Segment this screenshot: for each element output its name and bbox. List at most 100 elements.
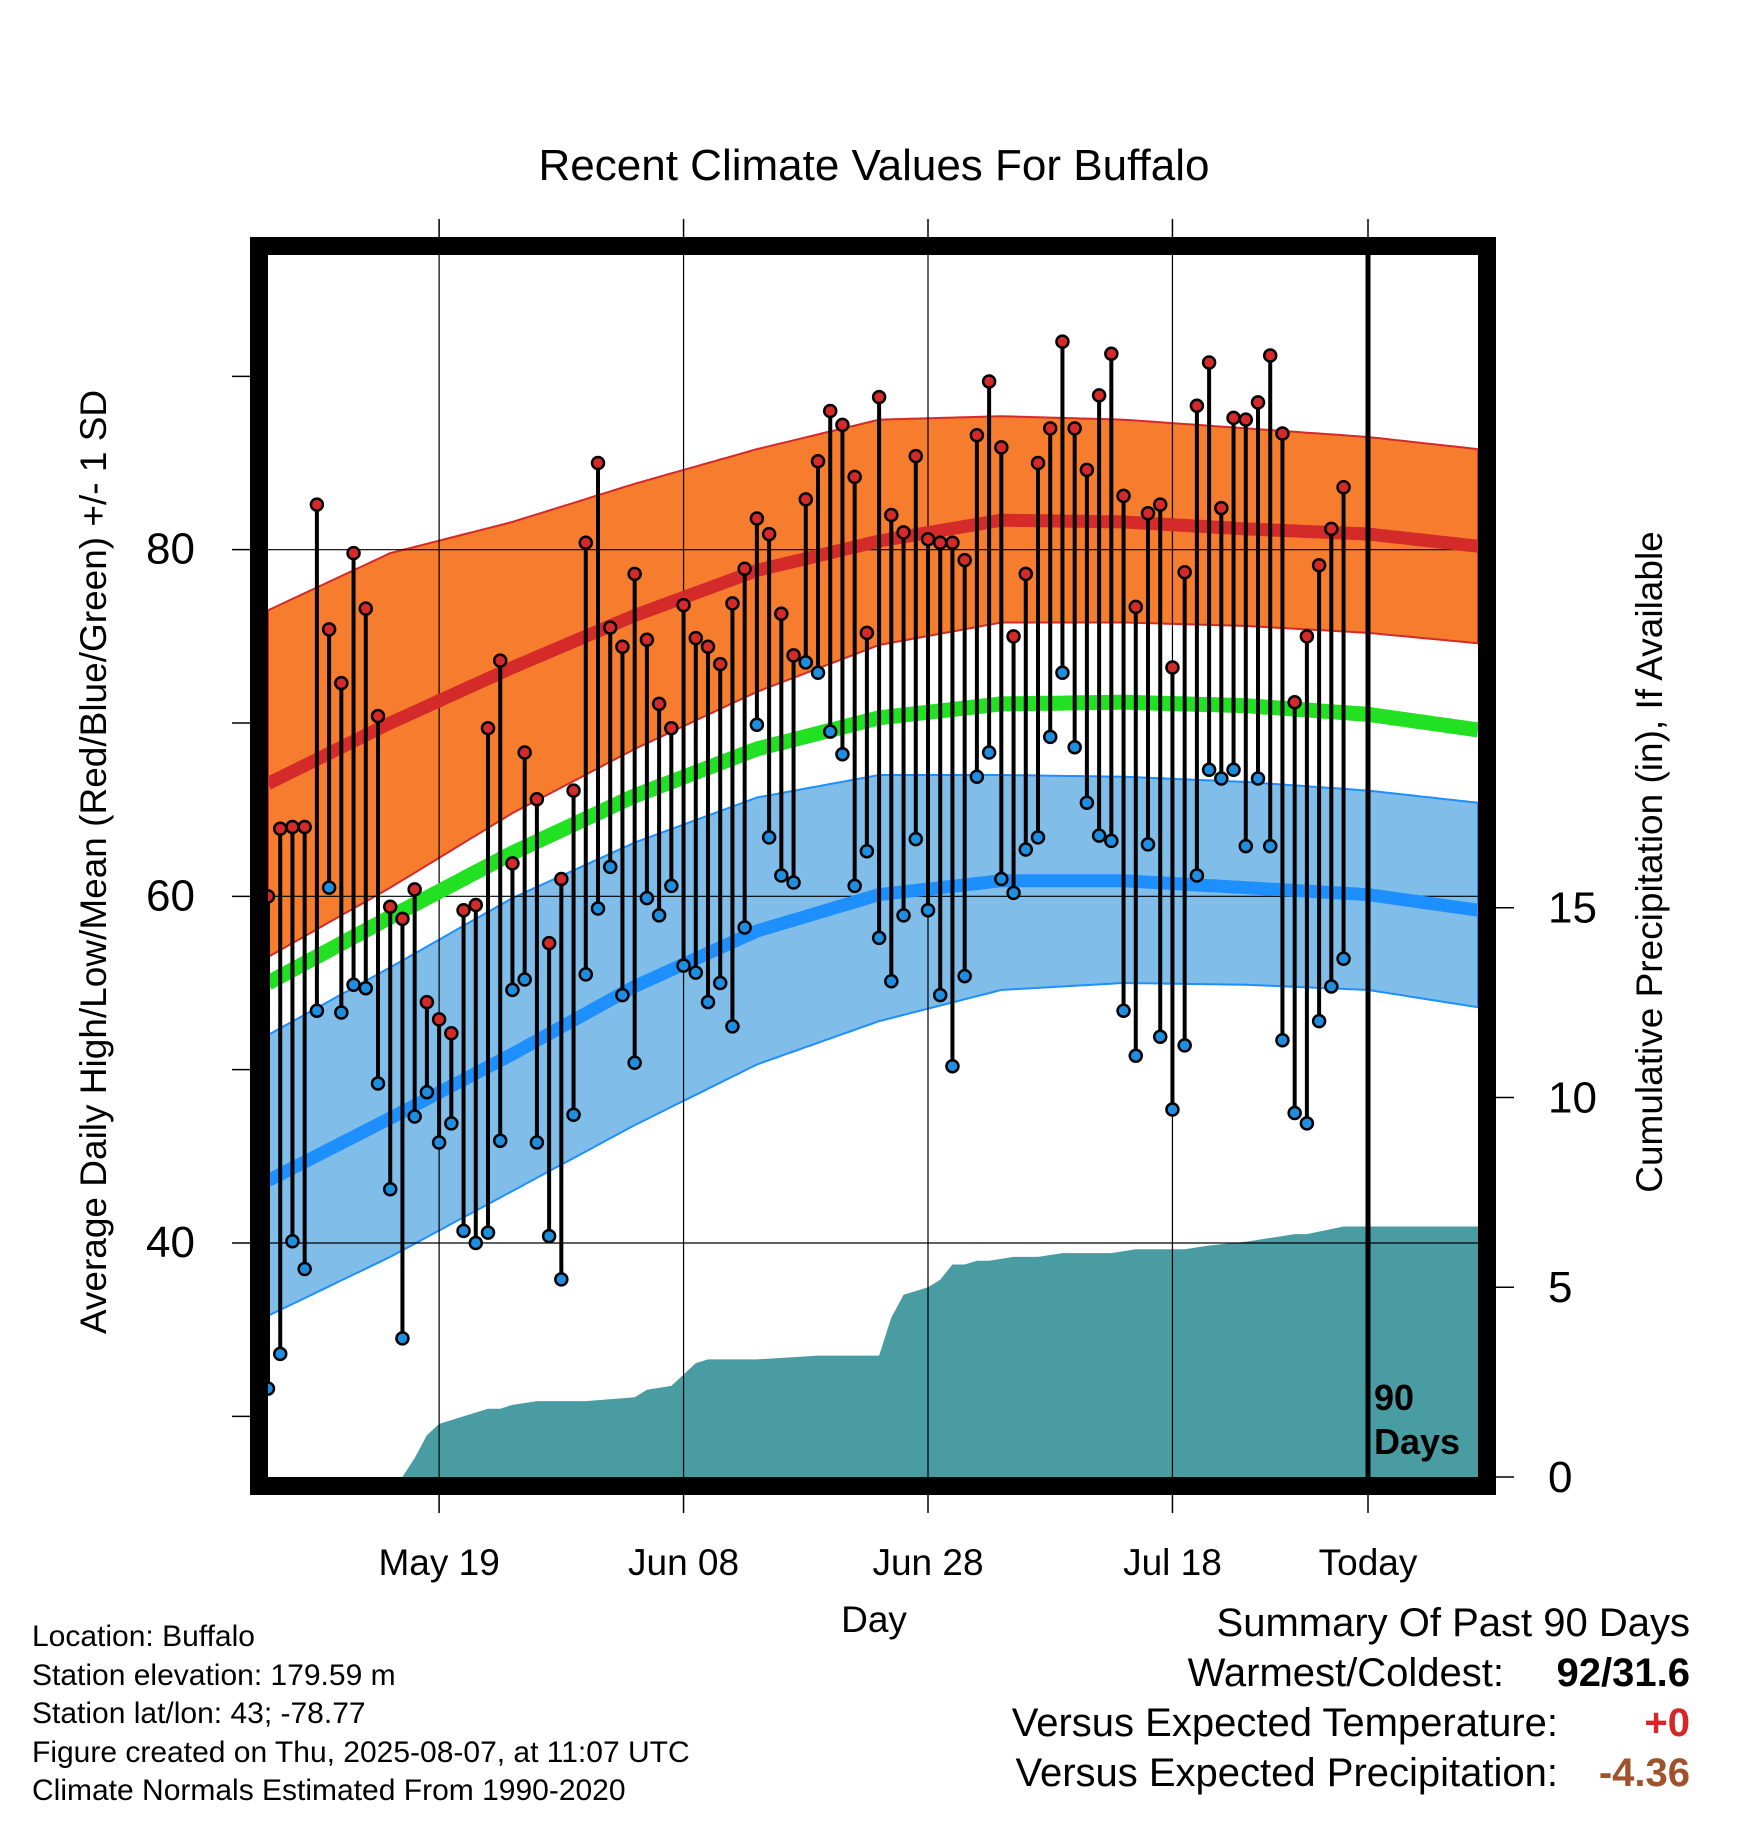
daily-low-point [346, 977, 361, 992]
daily-low-point [786, 875, 801, 890]
daily-low-point [1055, 665, 1070, 680]
daily-high-point [1214, 500, 1229, 516]
daily-low-point [1299, 1116, 1315, 1131]
daily-high-point [1128, 599, 1144, 615]
daily-high-point [554, 871, 569, 887]
summary-temp: Versus Expected Temperature: +0 [1012, 1698, 1690, 1748]
y2-axis-label: Cumulative Precipitation (in), If Availa… [1629, 531, 1670, 1193]
daily-low-point [774, 868, 789, 883]
daily-low-point [578, 967, 594, 982]
daily-low-point [505, 982, 520, 998]
daily-low-point [1042, 729, 1058, 745]
daily-low-point [676, 958, 691, 973]
daily-low-point [1214, 771, 1229, 786]
plot-frame [250, 237, 1496, 1495]
daily-high-point [468, 897, 484, 913]
daily-low-point [419, 1084, 435, 1100]
daily-low-point [272, 1346, 288, 1362]
daily-high-point [285, 819, 300, 835]
daily-low-point [334, 1005, 349, 1020]
daily-high-point [1030, 455, 1046, 471]
created-text: Figure created on Thu, 2025-08-07, at 11… [32, 1735, 690, 1769]
daily-high-point [346, 545, 361, 561]
daily-low-point [297, 1261, 312, 1277]
daily-high-point [1116, 488, 1131, 504]
daily-low-point [1079, 795, 1095, 810]
daily-low-point [847, 878, 862, 894]
warmest-label: Warmest/Coldest: [1187, 1651, 1504, 1695]
daily-low-point [602, 859, 618, 875]
daily-high-point [1299, 629, 1315, 644]
y-tick-label: 80 [146, 525, 195, 574]
daily-low-point [737, 920, 752, 935]
daily-high-point [1238, 412, 1254, 427]
daily-low-point [309, 1003, 325, 1018]
daily-low-point [1165, 1102, 1180, 1117]
daily-high-point [896, 525, 911, 540]
daily-low-point [1311, 1013, 1327, 1029]
daily-high-point [749, 511, 765, 526]
daily-low-point [1189, 868, 1205, 883]
precip-label: Versus Expected Precipitation: [1015, 1751, 1558, 1795]
daily-high-point [1275, 426, 1290, 441]
daily-low-point [798, 655, 814, 670]
daily-high-point [419, 994, 435, 1010]
y2-tick-label: 5 [1548, 1263, 1572, 1312]
temp-label: Versus Expected Temperature: [1011, 1701, 1558, 1745]
y2-tick-label: 10 [1548, 1073, 1597, 1122]
daily-low-point [981, 745, 997, 760]
daily-high-point [908, 448, 924, 464]
daily-low-point [1006, 885, 1021, 901]
daily-low-point [725, 1019, 740, 1034]
daily-low-point [1226, 762, 1241, 778]
daily-high-point [1091, 388, 1107, 403]
daily-low-point [884, 974, 899, 989]
daily-low-point [761, 830, 777, 845]
summary-panel: Summary Of Past 90 Days Warmest/Coldest:… [1012, 1598, 1690, 1798]
daily-high-point [676, 597, 691, 613]
daily-low-point [1275, 1032, 1290, 1048]
daily-high-point [871, 389, 887, 405]
daily-low-point [1067, 740, 1082, 755]
daily-low-point [407, 1109, 422, 1124]
daily-high-point [651, 696, 667, 712]
daily-low-point [517, 972, 532, 987]
daily-high-point [810, 454, 826, 469]
daily-high-point [1104, 346, 1119, 362]
daily-low-point [700, 994, 716, 1010]
daily-high-point [370, 708, 386, 724]
daily-high-point [835, 417, 850, 433]
daily-high-point [1018, 566, 1034, 582]
daily-low-point [664, 878, 679, 894]
daily-low-point [370, 1076, 386, 1091]
daily-low-point [554, 1272, 569, 1287]
daily-high-point [1006, 629, 1021, 644]
daily-high-point [1152, 497, 1168, 512]
daily-high-point [492, 653, 508, 668]
daily-low-point [1324, 979, 1339, 994]
daily-high-point [969, 428, 985, 443]
daily-low-point [1287, 1105, 1302, 1121]
daily-low-point [651, 908, 667, 923]
daily-high-point [541, 935, 557, 951]
daily-high-point [774, 606, 789, 622]
daily-low-point [920, 902, 936, 918]
daily-low-point [492, 1133, 508, 1148]
y2-tick-label: 0 [1548, 1453, 1572, 1502]
daily-high-point [1336, 480, 1351, 495]
daily-high-point [761, 526, 777, 542]
daily-low-point [1201, 762, 1217, 778]
daily-observations [260, 334, 1351, 1396]
chart-title: Recent Climate Values For Buffalo [539, 141, 1210, 190]
daily-low-point [590, 901, 606, 916]
daily-high-point [957, 552, 972, 568]
daily-high-point [407, 882, 422, 897]
daily-low-point [639, 890, 655, 906]
daily-high-point [1262, 348, 1278, 363]
normal-mean-line [264, 694, 1479, 990]
daily-high-point [480, 720, 496, 736]
daily-high-point [639, 632, 655, 648]
daily-low-point [529, 1135, 545, 1150]
daily-high-point [1079, 462, 1095, 478]
